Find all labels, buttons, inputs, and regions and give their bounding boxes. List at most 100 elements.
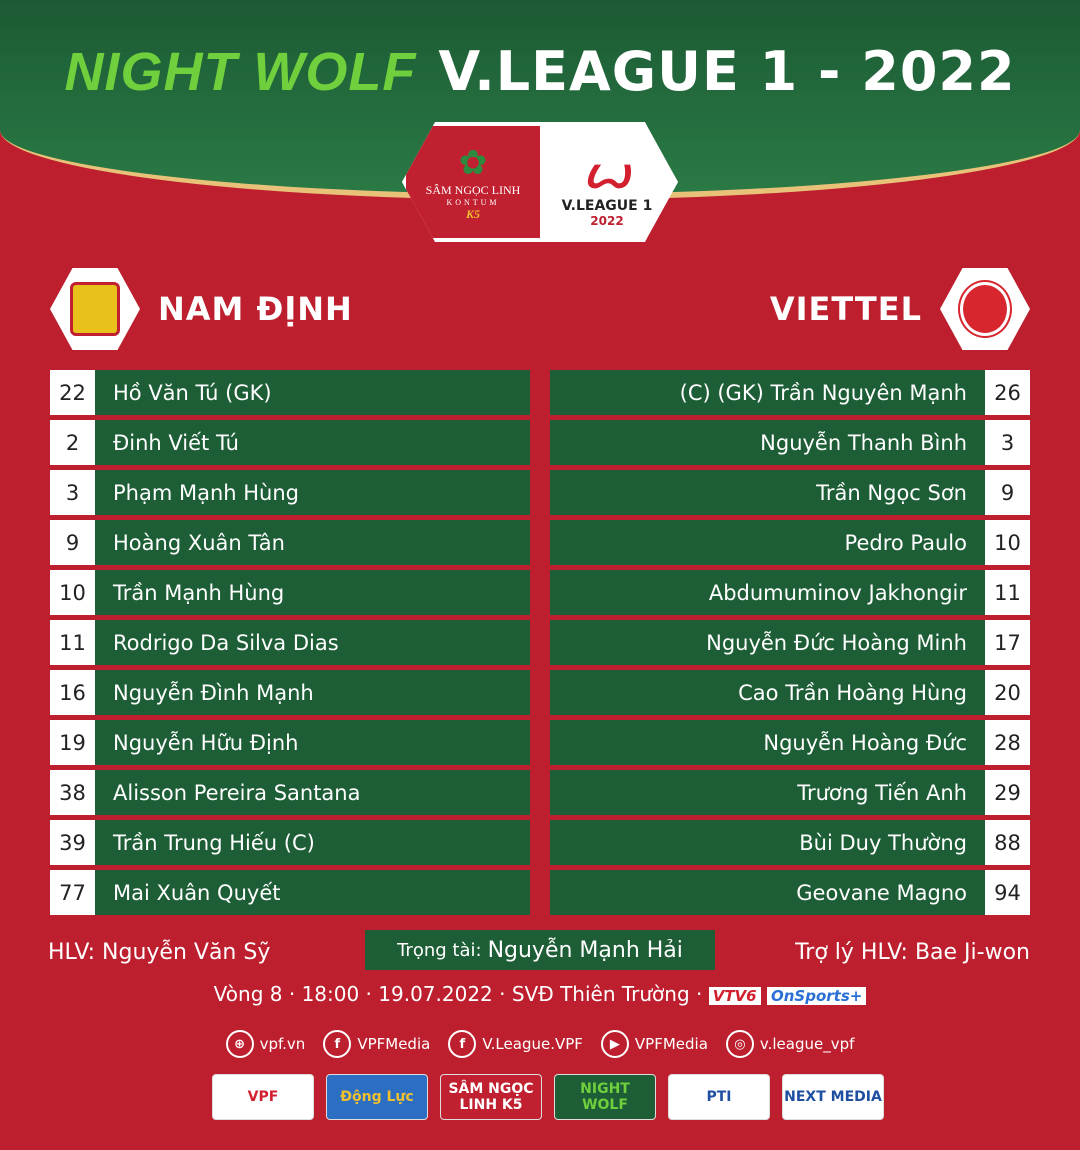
away-player-row: Trần Ngọc Sơn 9 (550, 470, 1030, 515)
player-name: Geovane Magno (550, 870, 985, 915)
social-link[interactable]: ⊕ vpf.vn (225, 1030, 306, 1058)
home-player-row: 3 Phạm Mạnh Hùng (50, 470, 530, 515)
social-handle: V.League.VPF (482, 1035, 583, 1053)
away-player-row: Bùi Duy Thường 88 (550, 820, 1030, 865)
home-player-row: 11 Rodrigo Da Silva Dias (50, 620, 530, 665)
social-link[interactable]: ◎ v.league_vpf (725, 1030, 855, 1058)
away-team-name: VIETTEL (769, 290, 922, 328)
home-player-row: 9 Hoàng Xuân Tân (50, 520, 530, 565)
away-player-row: Abdumuminov Jakhongir 11 (550, 570, 1030, 615)
player-number: 77 (50, 870, 95, 915)
player-name: Abdumuminov Jakhongir (550, 570, 985, 615)
player-name: (C) (GK) Trần Nguyên Mạnh (550, 370, 985, 415)
home-player-row: 77 Mai Xuân Quyết (50, 870, 530, 915)
facebook-icon: f (323, 1030, 352, 1058)
youtube-icon: ▶ (600, 1030, 629, 1058)
player-number: 94 (985, 870, 1030, 915)
sponsor-logo: VPF (212, 1074, 314, 1120)
vtv6-logo: VTV6 (708, 987, 761, 1005)
player-number: 9 (985, 470, 1030, 515)
player-number: 11 (50, 620, 95, 665)
home-player-row: 2 Đinh Viết Tú (50, 420, 530, 465)
match-info: Vòng 8 · 18:00 · 19.07.2022 · SVĐ Thiên … (0, 982, 1080, 1006)
home-coach: HLV: Nguyễn Văn Sỹ (48, 940, 271, 965)
player-number: 88 (985, 820, 1030, 865)
away-player-row: Nguyễn Đức Hoàng Minh 17 (550, 620, 1030, 665)
player-name: Nguyễn Đức Hoàng Minh (550, 620, 985, 665)
badge-sponsor-sub: KONTUM (446, 197, 500, 207)
player-name: Rodrigo Da Silva Dias (95, 620, 530, 665)
player-name: Nguyễn Đình Mạnh (95, 670, 530, 715)
sponsor-logo: Động Lực (326, 1074, 428, 1120)
globe-icon: ⊕ (225, 1030, 254, 1058)
referee-label: Trọng tài: (397, 939, 482, 961)
home-player-row: 38 Alisson Pereira Santana (50, 770, 530, 815)
player-number: 2 (50, 420, 95, 465)
player-name: Hồ Văn Tú (GK) (95, 370, 530, 415)
sponsor-bar: VPF Động Lực SÂM NGỌC LINH K5 NIGHT WOLF PTI… (212, 1074, 884, 1120)
away-crest (940, 268, 1030, 350)
player-name: Cao Trần Hoàng Hùng (550, 670, 985, 715)
page-title: NIGHT WOLF V.LEAGUE 1 - 2022 (0, 40, 1080, 103)
social-handle: v.league_vpf (759, 1035, 855, 1053)
flower-icon: ✿ (458, 144, 488, 182)
player-name: Phạm Mạnh Hùng (95, 470, 530, 515)
player-name: Nguyễn Thanh Bình (550, 420, 985, 465)
away-player-row: Cao Trần Hoàng Hùng 20 (550, 670, 1030, 715)
badge-mark: K5 (465, 206, 480, 221)
onsports-logo: OnSports+ (766, 987, 867, 1005)
referee-name: Nguyễn Mạnh Hải (487, 937, 683, 963)
player-number: 11 (985, 570, 1030, 615)
sponsor-logo: PTI (668, 1074, 770, 1120)
player-name: Alisson Pereira Santana (95, 770, 530, 815)
player-number: 3 (50, 470, 95, 515)
player-number: 10 (985, 520, 1030, 565)
player-number: 3 (985, 420, 1030, 465)
away-assistant-coach: Trợ lý HLV: Bae Ji-won (795, 940, 1030, 965)
sponsor-logo: SÂM NGỌC LINH K5 (440, 1074, 542, 1120)
player-number: 28 (985, 720, 1030, 765)
player-name: Pedro Paulo (550, 520, 985, 565)
badge-sponsor: SÂM NGỌC LINH (425, 182, 521, 197)
player-name: Trần Mạnh Hùng (95, 570, 530, 615)
home-player-row: 19 Nguyễn Hữu Định (50, 720, 530, 765)
player-number: 19 (50, 720, 95, 765)
vleague-logo-icon: ꙍ (583, 146, 631, 197)
social-links: ⊕ vpf.vn f VPFMedia f V.League.VPF ▶ VPFMedia ◎ v… (0, 1030, 1080, 1058)
home-team-name: NAM ĐỊNH (158, 290, 353, 328)
facebook-icon: f (448, 1030, 477, 1058)
instagram-icon: ◎ (725, 1030, 754, 1058)
player-name: Hoàng Xuân Tân (95, 520, 530, 565)
player-name: Trần Ngọc Sơn (550, 470, 985, 515)
brand-logo: NIGHT WOLF (64, 42, 417, 102)
social-link[interactable]: ▶ VPFMedia (600, 1030, 708, 1058)
social-handle: VPFMedia (357, 1035, 431, 1053)
sponsor-logo: NIGHT WOLF (554, 1074, 656, 1120)
social-link[interactable]: f VPFMedia (323, 1030, 430, 1058)
player-name: Trần Trung Hiếu (C) (95, 820, 530, 865)
home-player-row: 16 Nguyễn Đình Mạnh (50, 670, 530, 715)
player-number: 20 (985, 670, 1030, 715)
away-player-row: Trương Tiến Anh 29 (550, 770, 1030, 815)
social-link[interactable]: f V.League.VPF (448, 1030, 583, 1058)
player-number: 39 (50, 820, 95, 865)
away-player-row: Nguyễn Hoàng Đức 28 (550, 720, 1030, 765)
badge-league: V.LEAGUE 1 (561, 198, 653, 214)
home-player-row: 39 Trần Trung Hiếu (C) (50, 820, 530, 865)
sponsor-logo: NEXT MEDIA (782, 1074, 884, 1120)
badge-year: 2022 (590, 214, 624, 228)
player-name: Bùi Duy Thường (550, 820, 985, 865)
player-number: 17 (985, 620, 1030, 665)
home-player-row: 10 Trần Mạnh Hùng (50, 570, 530, 615)
player-name: Đinh Viết Tú (95, 420, 530, 465)
away-player-row: Geovane Magno 94 (550, 870, 1030, 915)
social-handle: vpf.vn (259, 1035, 306, 1053)
player-number: 38 (50, 770, 95, 815)
away-player-row: Nguyễn Thanh Bình 3 (550, 420, 1030, 465)
player-name: Nguyễn Hoàng Đức (550, 720, 985, 765)
referee-box: Trọng tài: Nguyễn Mạnh Hải (365, 930, 715, 970)
player-name: Nguyễn Hữu Định (95, 720, 530, 765)
player-number: 22 (50, 370, 95, 415)
away-player-row: (C) (GK) Trần Nguyên Mạnh 26 (550, 370, 1030, 415)
home-player-row: 22 Hồ Văn Tú (GK) (50, 370, 530, 415)
